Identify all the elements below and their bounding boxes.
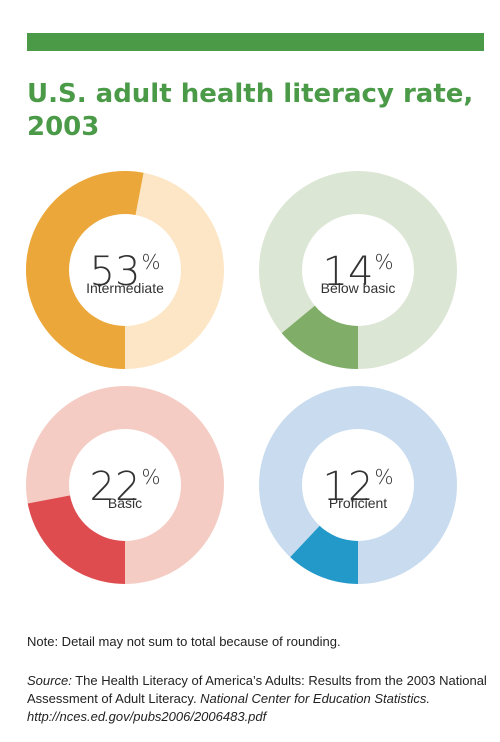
donut-intermediate-value: 53% — [25, 241, 225, 293]
donut-proficient-label: Proficient — [328, 495, 388, 511]
donut-basic: 22% Basic — [25, 385, 225, 585]
source-citation: Source: The Health Literacy of America’s… — [27, 672, 489, 726]
source-org: National Center for Education Statistics… — [200, 691, 430, 706]
top-accent-bar — [27, 33, 484, 51]
donut-hole — [302, 429, 414, 541]
donut-hole — [302, 214, 414, 326]
chart-title: U.S. adult health literacy rate, 2003 — [27, 78, 477, 144]
donut-proficient-value: 12% — [258, 456, 458, 508]
footnote: Note: Detail may not sum to total becaus… — [27, 634, 341, 649]
donut-basic-svg — [26, 386, 224, 584]
donut-hole — [69, 429, 181, 541]
donut-below-basic-svg — [259, 171, 457, 369]
donut-basic-label: Basic — [107, 495, 143, 511]
percent-sign: % — [374, 250, 394, 274]
donut-below-basic: 14% Below basic — [258, 170, 458, 370]
donut-intermediate-svg — [26, 171, 224, 369]
donut-intermediate-label: Intermediate — [86, 280, 164, 296]
donut-below-basic-value: 14% — [258, 241, 458, 293]
percent-sign: % — [374, 465, 394, 489]
donut-proficient: 12% Proficient — [258, 385, 458, 585]
source-url: http://nces.ed.gov/pubs2006/2006483.pdf — [27, 709, 267, 724]
donut-hole — [69, 214, 181, 326]
title-line-2: 2003 — [27, 112, 100, 142]
donut-proficient-svg — [259, 386, 457, 584]
source-text: The Health Literacy of America’s Adults:… — [27, 673, 487, 706]
donut-below-basic-number: 14 — [322, 249, 374, 295]
source-label: Source: — [27, 673, 72, 688]
percent-sign: % — [141, 250, 161, 274]
donut-basic-value: 22% — [25, 456, 225, 508]
donut-basic-number: 22 — [89, 464, 141, 510]
donut-proficient-number: 12 — [322, 464, 374, 510]
donut-intermediate: 53% Intermediate — [25, 170, 225, 370]
donut-intermediate-number: 53 — [89, 249, 141, 295]
title-line-1: U.S. adult health literacy rate, — [27, 79, 474, 109]
donut-below-basic-label: Below basic — [320, 280, 396, 296]
percent-sign: % — [141, 465, 161, 489]
